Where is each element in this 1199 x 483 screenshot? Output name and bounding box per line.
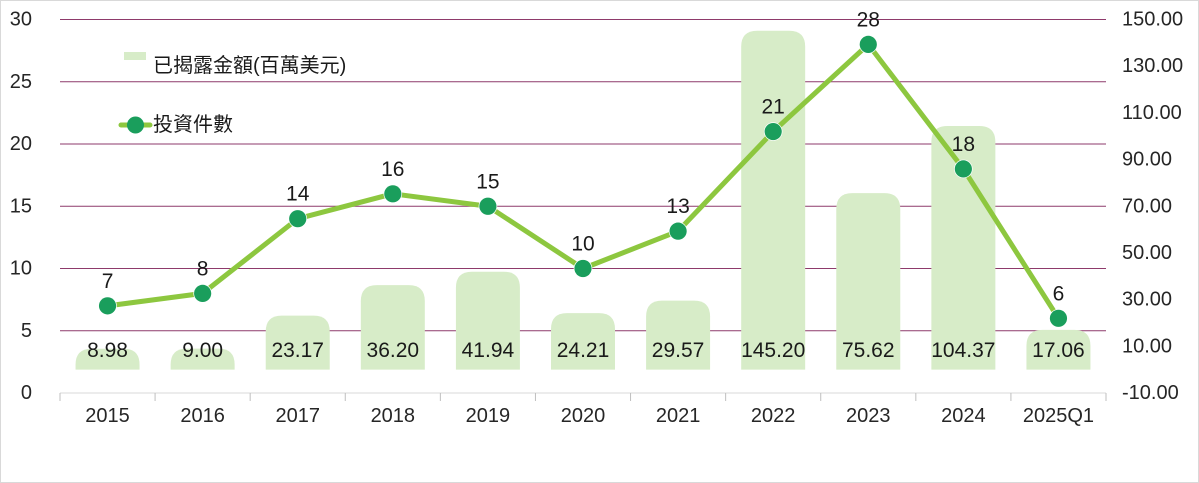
svg-text:75.62: 75.62	[842, 339, 895, 362]
svg-text:2015: 2015	[85, 405, 130, 427]
svg-text:17.06: 17.06	[1032, 339, 1085, 362]
svg-text:23.17: 23.17	[271, 339, 324, 362]
svg-text:2016: 2016	[180, 405, 225, 427]
svg-text:10: 10	[571, 233, 594, 256]
svg-text:6: 6	[1053, 282, 1065, 305]
svg-text:16: 16	[381, 158, 404, 181]
svg-text:2019: 2019	[466, 405, 511, 427]
svg-text:7: 7	[102, 270, 114, 293]
svg-text:50.00: 50.00	[1122, 242, 1172, 264]
svg-text:2020: 2020	[561, 405, 606, 427]
svg-text:0: 0	[21, 382, 32, 404]
svg-text:2022: 2022	[751, 405, 796, 427]
svg-text:8: 8	[197, 257, 209, 280]
svg-text:130.00: 130.00	[1122, 55, 1183, 77]
svg-text:24.21: 24.21	[557, 339, 610, 362]
svg-text:2025Q1: 2025Q1	[1023, 405, 1094, 427]
svg-text:9.00: 9.00	[182, 339, 223, 362]
svg-text:2017: 2017	[275, 405, 320, 427]
svg-text:14: 14	[286, 183, 310, 206]
svg-text:-10.00: -10.00	[1122, 382, 1179, 404]
svg-text:2023: 2023	[846, 405, 891, 427]
svg-text:104.37: 104.37	[931, 339, 995, 362]
svg-text:2018: 2018	[371, 405, 416, 427]
svg-text:150.00: 150.00	[1122, 9, 1183, 31]
svg-text:21: 21	[762, 96, 785, 119]
svg-text:15: 15	[10, 195, 32, 217]
svg-text:25: 25	[10, 71, 32, 93]
svg-text:投資件數: 投資件數	[153, 113, 233, 136]
svg-text:10.00: 10.00	[1122, 335, 1172, 357]
svg-text:70.00: 70.00	[1122, 195, 1172, 217]
svg-text:29.57: 29.57	[652, 339, 705, 362]
svg-text:28: 28	[857, 8, 880, 31]
svg-text:8.98: 8.98	[87, 339, 128, 362]
svg-text:5: 5	[21, 320, 32, 342]
svg-text:36.20: 36.20	[367, 339, 420, 362]
svg-text:20: 20	[10, 133, 32, 155]
svg-text:110.00: 110.00	[1122, 102, 1182, 124]
svg-text:30: 30	[10, 9, 32, 31]
svg-text:30.00: 30.00	[1122, 289, 1172, 311]
svg-text:145.20: 145.20	[741, 339, 805, 362]
svg-text:10: 10	[10, 258, 32, 280]
svg-text:13: 13	[666, 195, 689, 218]
svg-text:41.94: 41.94	[462, 339, 515, 362]
svg-text:18: 18	[952, 133, 975, 156]
svg-text:15: 15	[476, 170, 499, 193]
svg-text:已揭露金額(百萬美元): 已揭露金額(百萬美元)	[153, 54, 346, 77]
svg-text:90.00: 90.00	[1122, 149, 1172, 171]
svg-text:2024: 2024	[941, 405, 986, 427]
svg-text:2021: 2021	[656, 405, 701, 427]
